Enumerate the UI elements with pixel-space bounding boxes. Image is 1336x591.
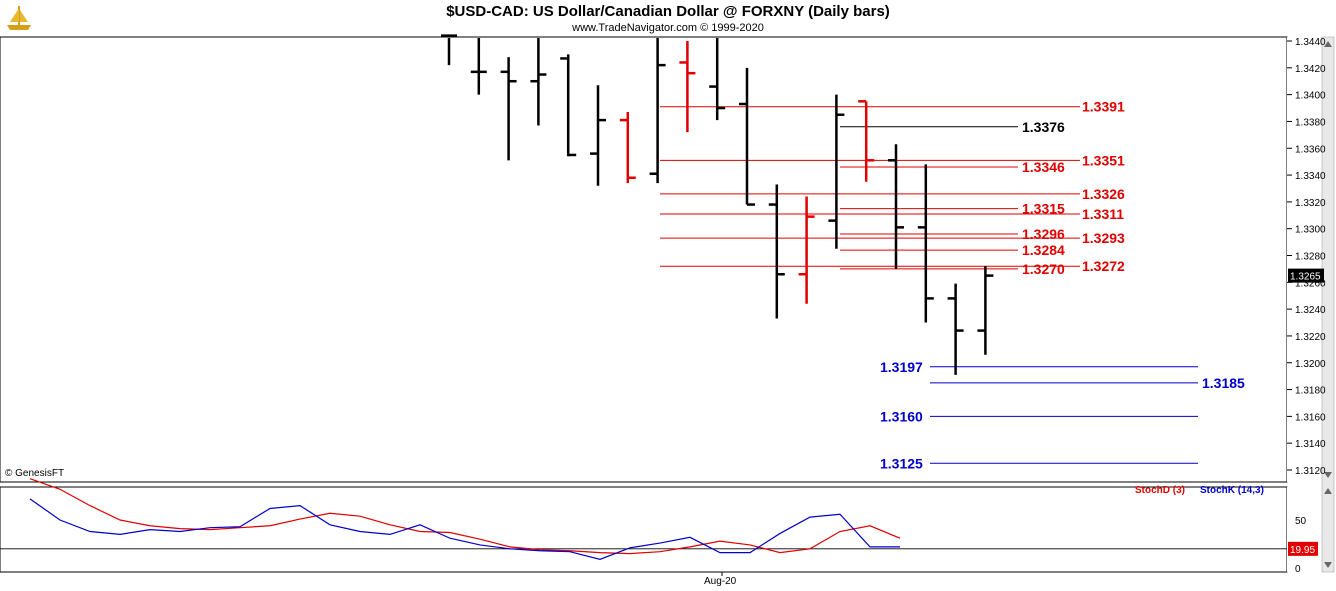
- scroll-down-icon: [1324, 562, 1332, 568]
- y-tick-label: 1.3420: [1295, 64, 1326, 75]
- chart-title: $USD-CAD: US Dollar/Canadian Dollar @ FO…: [446, 3, 890, 20]
- level-label: 1.3326: [1082, 186, 1125, 202]
- chart-header: $USD-CAD: US Dollar/Canadian Dollar @ FO…: [0, 0, 1336, 36]
- y-tick-label: 1.3120: [1295, 466, 1326, 477]
- level-label: 1.3351: [1082, 152, 1125, 168]
- y-tick-label: 1.3280: [1295, 252, 1326, 263]
- legend-stoch-k: StochK (14,3): [1200, 485, 1264, 496]
- level-label: 1.3315: [1022, 201, 1065, 217]
- last-stoch-label: 19.95: [1290, 545, 1315, 556]
- level-label: 1.3376: [1022, 119, 1065, 135]
- last-stoch-badge: [1288, 541, 1318, 556]
- chart-subtitle: www.TradeNavigator.com © 1999-2020: [572, 22, 764, 34]
- y-tick-label: 1.3240: [1295, 305, 1326, 316]
- y-tick-label: 1.3360: [1295, 144, 1326, 155]
- level-label: 1.3311: [1082, 206, 1124, 222]
- stoch-y-tick-label: 50: [1295, 516, 1307, 527]
- x-tick-label: Aug-20: [704, 576, 737, 587]
- y-tick-label: 1.3440: [1295, 37, 1326, 48]
- y-tick-label: 1.3320: [1295, 198, 1326, 209]
- level-label: 1.3160: [880, 408, 923, 424]
- copyright-text: © GenesisFT: [5, 468, 65, 479]
- scroll-up-icon: [1324, 41, 1332, 47]
- level-label: 1.3125: [880, 455, 923, 471]
- price-panel: [0, 36, 1288, 483]
- y-tick-label: 1.3400: [1295, 91, 1326, 102]
- y-tick-label: 1.3140: [1295, 439, 1326, 450]
- last-price-label: 1.3265: [1290, 272, 1321, 283]
- level-label: 1.3284: [1022, 242, 1065, 258]
- stoch-y-tick-label: 0: [1295, 564, 1301, 575]
- level-label: 1.3346: [1022, 159, 1065, 175]
- stoch-line: [29, 478, 901, 555]
- y-tick-label: 1.3260: [1295, 278, 1326, 289]
- level-label: 1.3185: [1202, 375, 1245, 391]
- scroll-up-icon: [1324, 488, 1332, 494]
- level-label: 1.3272: [1082, 258, 1125, 274]
- level-label: 1.3293: [1082, 230, 1125, 246]
- ship-logo-icon: [7, 6, 31, 30]
- level-label: 1.3270: [1022, 261, 1065, 277]
- y-tick-label: 1.3300: [1295, 225, 1326, 236]
- level-label: 1.3296: [1022, 226, 1065, 242]
- stoch-line: [29, 498, 900, 560]
- level-label: 1.3391: [1082, 99, 1125, 115]
- y-tick-label: 1.3180: [1295, 386, 1326, 397]
- y-tick-label: 1.3340: [1295, 171, 1326, 182]
- y-tick-label: 1.3220: [1295, 332, 1326, 343]
- last-price-badge: [1288, 268, 1324, 283]
- level-label: 1.3197: [880, 359, 923, 375]
- scrollbar: [1321, 36, 1335, 573]
- legend-stoch-d: StochD (3): [1135, 485, 1185, 496]
- y-tick-label: 1.3380: [1295, 117, 1326, 128]
- scroll-down-icon: [1324, 472, 1332, 478]
- y-tick-label: 1.3200: [1295, 359, 1326, 370]
- y-tick-label: 1.3160: [1295, 412, 1326, 423]
